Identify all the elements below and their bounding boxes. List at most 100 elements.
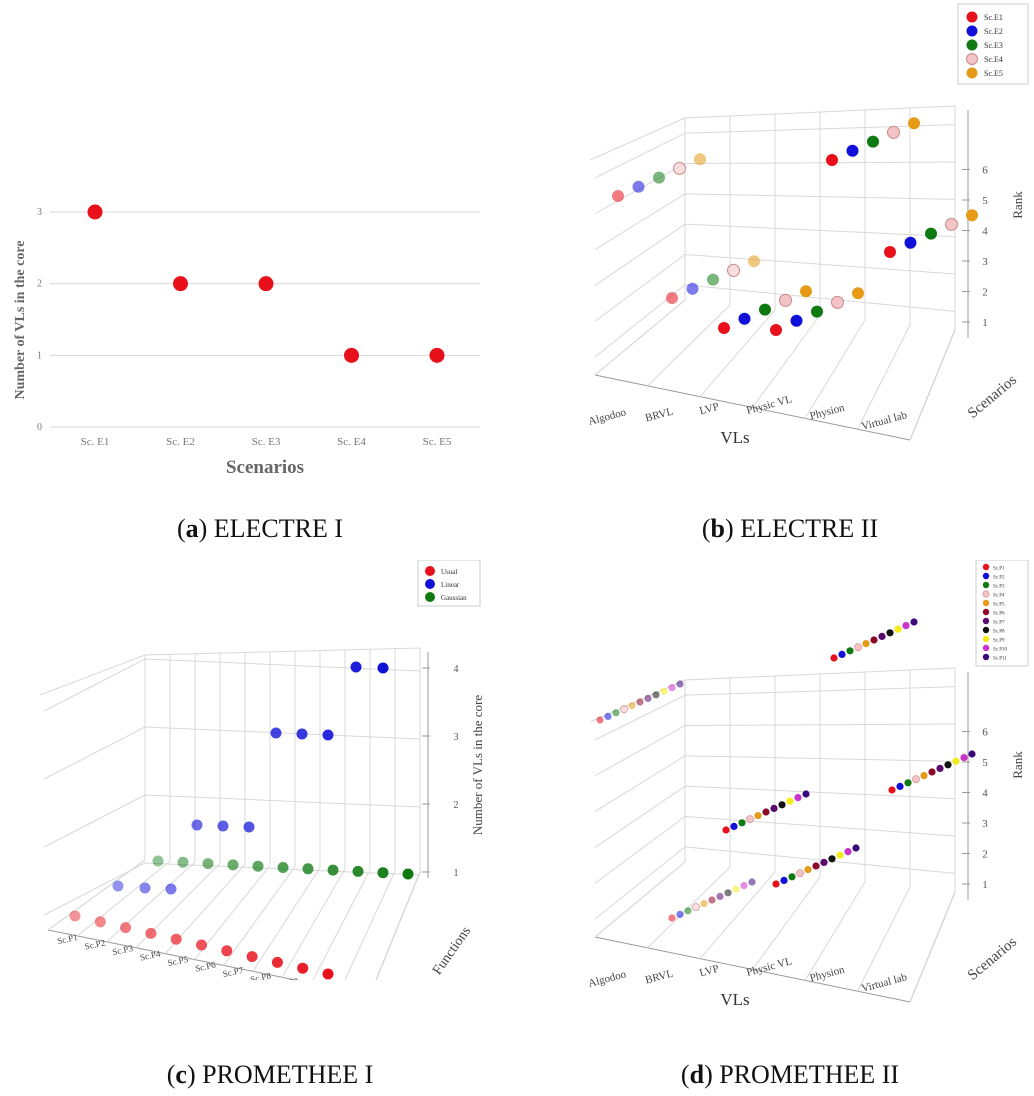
floor-grid-line-c [223, 866, 296, 966]
legend-label-d: Sc.P9 [993, 639, 1005, 644]
legend-marker-d [982, 572, 990, 580]
data-point-gaussian [377, 867, 389, 879]
ztick-b: 6 [982, 165, 988, 177]
data-point-d [944, 761, 952, 769]
data-point-b [826, 154, 838, 166]
data-point-d [904, 779, 912, 787]
data-point-b [612, 190, 624, 202]
ztick-d: 6 [982, 727, 988, 739]
caption-c: (c) PROMETHEE I [166, 1060, 374, 1089]
xlabel-b: VLs [720, 428, 749, 447]
data-point-linear [243, 821, 255, 833]
data-point-linear [377, 662, 389, 674]
ztick-d: 5 [982, 757, 988, 769]
floor-grid-line-c [375, 871, 421, 980]
data-point-usual [221, 945, 233, 957]
floor-grid-line [752, 314, 821, 408]
back-grid-horizontal [684, 686, 956, 696]
data-point-b [846, 144, 859, 157]
data-point-b [790, 314, 803, 327]
data-point-b [852, 287, 864, 300]
data-point-d [802, 790, 810, 798]
data-point-d [604, 712, 612, 720]
chart-c: 1 2 3 4 Number of VLs in the core Sc.P1 Sc.P2 S… [39, 560, 485, 980]
data-point-usual [170, 933, 182, 945]
data-point-b [925, 227, 937, 240]
data-point-d [770, 804, 778, 812]
back-grid-horizontal [684, 846, 956, 874]
caption-b-letter: b [710, 514, 726, 543]
left-grid-line-c [43, 794, 146, 848]
legend-marker-c [425, 592, 435, 602]
legend-label-b: Sc.E5 [984, 69, 1003, 78]
xtick-a: Sc. E2 [166, 436, 195, 448]
xtick-a: Sc. E1 [81, 436, 110, 448]
floor-grid-line-c [312, 869, 371, 980]
ztick-d: 1 [982, 879, 988, 891]
legend-marker-d [982, 599, 990, 607]
data-point-d [804, 866, 812, 874]
data-point-d [836, 851, 844, 859]
data-point-d [740, 882, 748, 890]
floor-grid-line [647, 304, 731, 387]
legend-marker-c [425, 579, 435, 589]
xtick-d: LVP [698, 963, 720, 980]
data-point-d [854, 643, 862, 652]
xtick-d: Algodoo [587, 968, 628, 990]
data-point-d [852, 844, 860, 852]
data-point-d [960, 754, 968, 762]
data-point-linear [322, 729, 334, 741]
data-point-a [87, 204, 103, 220]
legend-marker-d [982, 608, 990, 616]
data-point-b [811, 305, 823, 318]
data-point-d [708, 896, 716, 904]
data-point-b [694, 153, 706, 166]
data-point-usual [271, 956, 283, 968]
caption-b-text: ELECTRE II [740, 514, 879, 543]
ylabel-d: Scenarios [965, 934, 1020, 984]
data-point-d [828, 855, 836, 863]
floor-grid-line [699, 309, 776, 397]
xlabel-a: Scenarios [226, 457, 304, 478]
data-point-b [632, 180, 645, 193]
caption-b: (b) ELECTRE II [701, 514, 879, 543]
floor-grid-line [857, 324, 911, 430]
ztick-c: 4 [454, 664, 459, 675]
data-point-d [668, 914, 676, 922]
data-point-b [966, 209, 978, 222]
data-point-d [684, 907, 692, 915]
legend-label-d: Sc.P3 [993, 585, 1005, 590]
caption-d-letter: d [689, 1060, 705, 1089]
ztick-d: 4 [982, 788, 988, 800]
back-grid-horizontal [684, 284, 956, 312]
data-point-d [794, 794, 802, 802]
floor-grid-line [909, 329, 956, 441]
data-point-usual [196, 939, 207, 951]
legend-label-c: Linear [441, 581, 460, 589]
ztick-b: 1 [982, 317, 988, 329]
xtick-b: Physion [809, 402, 847, 423]
legend-marker-d [982, 635, 990, 643]
data-point-d [738, 819, 746, 827]
left-grid-line [594, 846, 686, 920]
data-point-d [730, 822, 738, 830]
xtick-c: Sc.P5 [167, 954, 190, 968]
xtick-c: Sc.P6 [194, 959, 217, 973]
floor-grid-line [594, 299, 686, 376]
data-point-a [173, 276, 188, 292]
ztick-b: 2 [982, 287, 988, 299]
data-point-d [762, 808, 770, 816]
data-point-linear [191, 819, 203, 831]
ztick-d: 2 [982, 849, 988, 861]
data-point-usual [246, 951, 258, 963]
back-grid-horizontal [684, 254, 956, 275]
back-grid-horizontal [684, 161, 956, 164]
data-point-gaussian [152, 855, 164, 867]
chart-d: 1 2 3 4 5 6 Rank Algodoo BRVL LVP Physic VL Physion… [587, 560, 1029, 1009]
data-point-d [844, 848, 852, 856]
left-grid-line-c [43, 658, 146, 712]
xtick-b: Virtual lab [860, 409, 909, 433]
left-wall-edge [589, 117, 686, 161]
floor-grid-line [594, 861, 686, 938]
data-point-linear [165, 883, 177, 895]
